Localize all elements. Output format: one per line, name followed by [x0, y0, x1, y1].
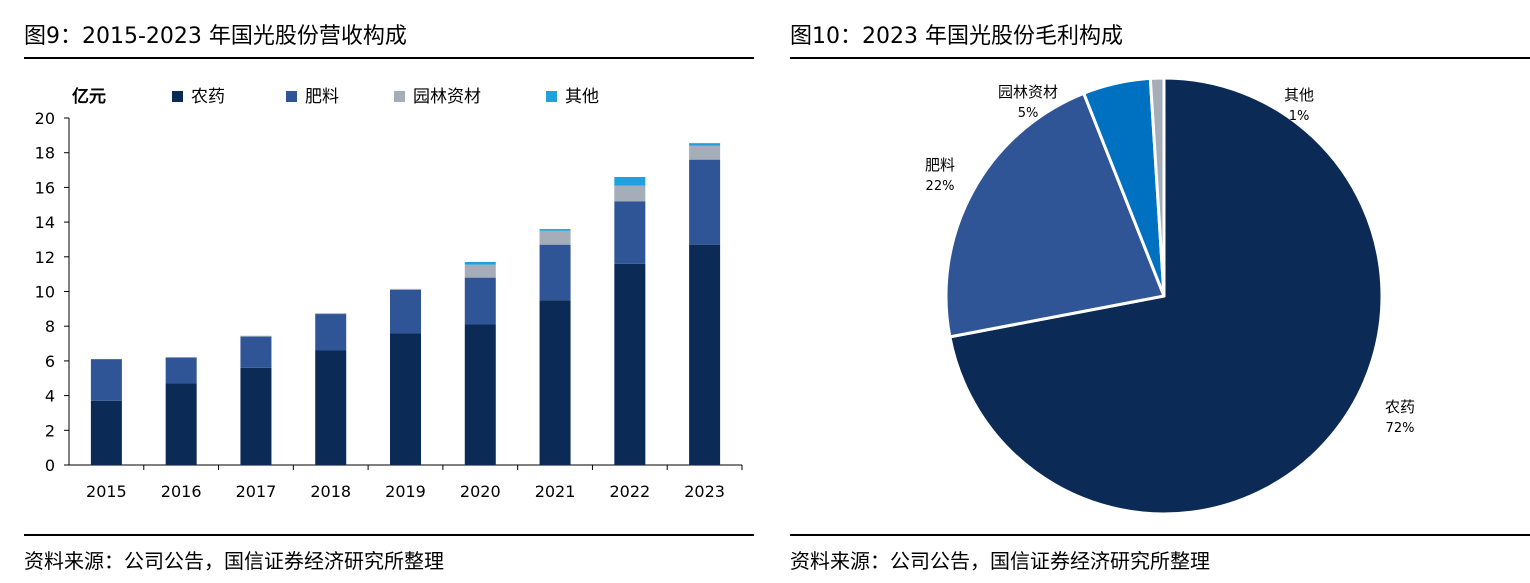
- y-tick-label: 10: [35, 283, 55, 302]
- bar-2021-其他: [539, 229, 571, 231]
- bar-2015-农药: [90, 400, 122, 465]
- title-rule: [24, 57, 754, 59]
- y-unit-label: 亿元: [72, 86, 106, 107]
- bar-2016-农药: [165, 383, 197, 465]
- bar-2023-农药: [689, 244, 721, 465]
- bar-2021-肥料: [539, 244, 571, 301]
- x-tick-label: 2019: [385, 482, 426, 501]
- y-tick-label: 14: [35, 213, 55, 232]
- pie-label-pct-0: 72%: [1386, 421, 1415, 436]
- legend-label-1: 肥料: [305, 87, 339, 107]
- pie-slice-肥料: [944, 91, 1166, 339]
- bar-2022-农药: [614, 263, 646, 465]
- pie-label-name-2: 园林资材: [998, 83, 1058, 101]
- bar-2016-肥料: [165, 357, 197, 384]
- bar-2019-肥料: [390, 289, 421, 334]
- bar-2020-农药: [464, 324, 496, 465]
- profit-chart-title: 图10：2023 年国光股份毛利构成: [790, 24, 1123, 49]
- bar-2023-肥料: [689, 159, 721, 245]
- revenue-chart-source: 资料来源：公司公告，国信证券经济研究所整理: [24, 549, 444, 573]
- revenue-chart-panel: 图9：2015-2023 年国光股份营收构成 亿元 农药 肥料 园林资材 其他 0 2 4 6 8…: [24, 0, 754, 583]
- title-rule: [790, 57, 1530, 59]
- bar-2017-肥料: [240, 336, 272, 368]
- bar-2015-肥料: [90, 359, 122, 401]
- bar-2022-肥料: [614, 201, 646, 264]
- legend-swatch-2: [394, 91, 405, 102]
- bar-2017-农药: [240, 367, 272, 465]
- bar-2022-其他: [614, 176, 646, 186]
- pie-label-pct-2: 5%: [1018, 106, 1039, 121]
- stacked-bar-chart: 亿元 农药 肥料 园林资材 其他 0 2 4 6 8 10 12 14 16 18 20 2015 2016 201…: [35, 86, 743, 501]
- pie-label-name-3: 其他: [1284, 86, 1314, 104]
- y-tick-label: 12: [35, 248, 55, 267]
- x-tick-label: 2022: [609, 482, 650, 501]
- y-tick-label: 18: [35, 144, 55, 163]
- bar-2021-园林资材: [539, 230, 571, 245]
- pie-slice-其他: [1148, 76, 1166, 298]
- x-tick-label: 2015: [86, 482, 127, 501]
- source-rule: [24, 534, 754, 536]
- bar-2022-园林资材: [614, 185, 646, 202]
- bar-2017-园林资材: [240, 335, 272, 337]
- pie-label-name-0: 农药: [1385, 398, 1415, 416]
- pie-label-name-1: 肥料: [925, 156, 955, 174]
- bar-2019-园林资材: [390, 288, 421, 290]
- bar-2018-园林资材: [315, 313, 347, 315]
- x-tick-label: 2020: [460, 482, 501, 501]
- legend-label-0: 农药: [191, 87, 225, 107]
- x-tick-label: 2016: [161, 482, 202, 501]
- legend-swatch-3: [546, 91, 557, 102]
- y-tick-label: 8: [45, 317, 55, 336]
- legend-swatch-1: [286, 91, 297, 102]
- y-tick-label: 16: [35, 178, 55, 197]
- y-tick-label: 2: [45, 421, 55, 440]
- pie-chart: 农药 72% 肥料 22% 园林资材 5% 其他 1%: [925, 76, 1415, 516]
- pie-slice-农药: [948, 76, 1384, 516]
- pie-label-pct-1: 22%: [926, 179, 955, 194]
- bar-2020-园林资材: [464, 264, 496, 278]
- pie-label-pct-3: 1%: [1289, 109, 1310, 124]
- bar-2021-农药: [539, 300, 571, 465]
- bar-2020-其他: [464, 262, 496, 265]
- x-tick-label: 2021: [535, 482, 576, 501]
- bar-2023-园林资材: [689, 145, 721, 160]
- bar-2019-农药: [390, 333, 421, 465]
- bar-2023-其他: [689, 143, 721, 146]
- y-tick-label: 4: [45, 387, 55, 406]
- revenue-chart-title: 图9：2015-2023 年国光股份营收构成: [24, 24, 407, 49]
- legend-swatch-0: [172, 91, 183, 102]
- legend-label-2: 园林资材: [413, 87, 481, 107]
- x-tick-label: 2023: [684, 482, 725, 501]
- bar-2018-肥料: [315, 314, 347, 351]
- y-tick-label: 0: [45, 456, 55, 475]
- bar-2020-肥料: [464, 277, 496, 325]
- bar-2018-农药: [315, 350, 347, 465]
- x-tick-label: 2017: [236, 482, 277, 501]
- legend-label-3: 其他: [565, 87, 599, 107]
- y-tick-label: 6: [45, 352, 55, 371]
- source-rule: [790, 534, 1530, 536]
- profit-chart-panel: 图10：2023 年国光股份毛利构成 农药 72% 肥料 22% 园林资材 5% 其他 1% …: [790, 0, 1530, 583]
- profit-chart-source: 资料来源：公司公告，国信证券经济研究所整理: [790, 549, 1210, 573]
- y-tick-label: 20: [35, 109, 55, 128]
- x-tick-label: 2018: [310, 482, 351, 501]
